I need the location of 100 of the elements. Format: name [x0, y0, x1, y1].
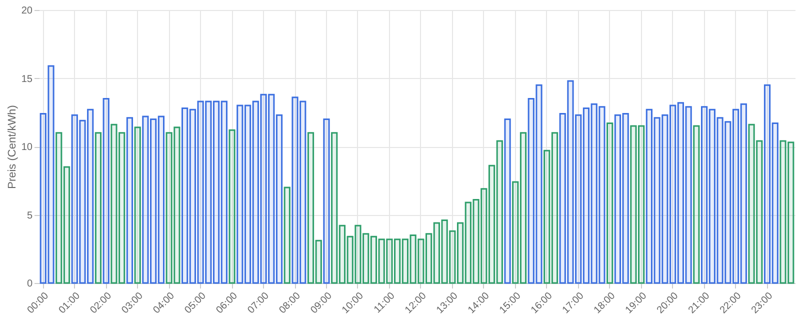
- bar: [87, 108, 94, 284]
- bar: [528, 98, 534, 284]
- bar: [606, 122, 614, 284]
- bar: [520, 132, 527, 284]
- bar: [669, 104, 676, 284]
- bar: [315, 240, 322, 284]
- bar: [622, 112, 629, 284]
- bar: [79, 120, 86, 284]
- bar: [480, 188, 488, 284]
- bar: [166, 132, 172, 284]
- bar: [536, 84, 542, 284]
- bar: [63, 166, 70, 284]
- bar: [732, 108, 740, 284]
- bar: [788, 142, 794, 284]
- y-tick-label: 15: [21, 74, 33, 85]
- bar: [268, 94, 275, 284]
- bar: [614, 114, 622, 284]
- bar: [544, 150, 550, 284]
- bar: [236, 104, 244, 284]
- bar: [693, 125, 700, 284]
- bar: [740, 103, 747, 284]
- bar: [646, 108, 652, 284]
- bar: [292, 96, 298, 284]
- bar: [708, 108, 716, 284]
- bar: [496, 140, 503, 284]
- bar: [212, 100, 220, 284]
- bar: [252, 100, 259, 284]
- bar: [512, 181, 519, 284]
- bar: [780, 140, 786, 284]
- bar: [307, 132, 314, 284]
- bar: [118, 132, 126, 284]
- bar: [456, 222, 464, 284]
- bar: [378, 238, 385, 284]
- bar: [700, 106, 708, 284]
- bar: [559, 112, 566, 284]
- bar: [504, 118, 511, 284]
- bar: [685, 106, 692, 284]
- bar: [764, 84, 771, 284]
- y-tick-label: 10: [21, 142, 33, 153]
- bar: [575, 114, 582, 284]
- bar: [756, 140, 763, 284]
- y-tick-label: 5: [26, 210, 33, 222]
- bar: [346, 236, 354, 284]
- bar: [110, 124, 118, 284]
- bar: [134, 126, 141, 284]
- bar: [551, 132, 558, 284]
- bar: [449, 230, 456, 284]
- y-axis-title: Preis (Cent/kWh): [6, 105, 18, 189]
- bar: [71, 114, 78, 284]
- bar: [426, 233, 432, 284]
- bar: [724, 121, 732, 284]
- bar: [338, 224, 346, 284]
- bar: [386, 238, 393, 284]
- bar: [189, 108, 196, 284]
- bar: [464, 202, 472, 284]
- bar: [331, 132, 338, 284]
- bar: [197, 100, 204, 284]
- bar: [598, 106, 606, 284]
- bar: [228, 129, 236, 284]
- bar: [472, 198, 480, 284]
- bar: [590, 103, 598, 284]
- bar: [323, 118, 330, 284]
- y-tick-label: 0: [26, 278, 33, 290]
- bar: [126, 117, 134, 284]
- bar: [276, 114, 283, 284]
- bar: [362, 233, 370, 284]
- bar: [410, 234, 416, 284]
- bar: [284, 186, 290, 284]
- bar: [94, 132, 102, 284]
- bar: [630, 125, 637, 284]
- bar: [402, 238, 408, 284]
- bar: [48, 65, 54, 284]
- bar: [582, 108, 590, 284]
- bar: [662, 114, 668, 284]
- bar: [158, 116, 165, 284]
- bar: [150, 118, 157, 284]
- bar: [716, 117, 724, 284]
- bar: [56, 132, 62, 284]
- bar: [182, 108, 188, 284]
- bar: [394, 238, 401, 284]
- bar: [418, 238, 424, 284]
- bar: [748, 124, 755, 284]
- bar: [638, 125, 645, 284]
- bar: [677, 102, 684, 284]
- bar: [205, 100, 212, 284]
- bar: [40, 112, 46, 284]
- bar: [174, 126, 180, 284]
- bar: [354, 224, 362, 284]
- bar: [567, 80, 574, 284]
- bar: [772, 122, 778, 284]
- bar: [654, 117, 660, 284]
- bar: [102, 98, 110, 284]
- bar: [300, 100, 306, 284]
- bar: [220, 100, 228, 284]
- bar: [488, 164, 496, 284]
- bar: [260, 94, 267, 284]
- bar: [244, 104, 252, 284]
- bar: [441, 219, 448, 284]
- y-tick-label: 20: [21, 6, 33, 16]
- bar: [142, 116, 149, 284]
